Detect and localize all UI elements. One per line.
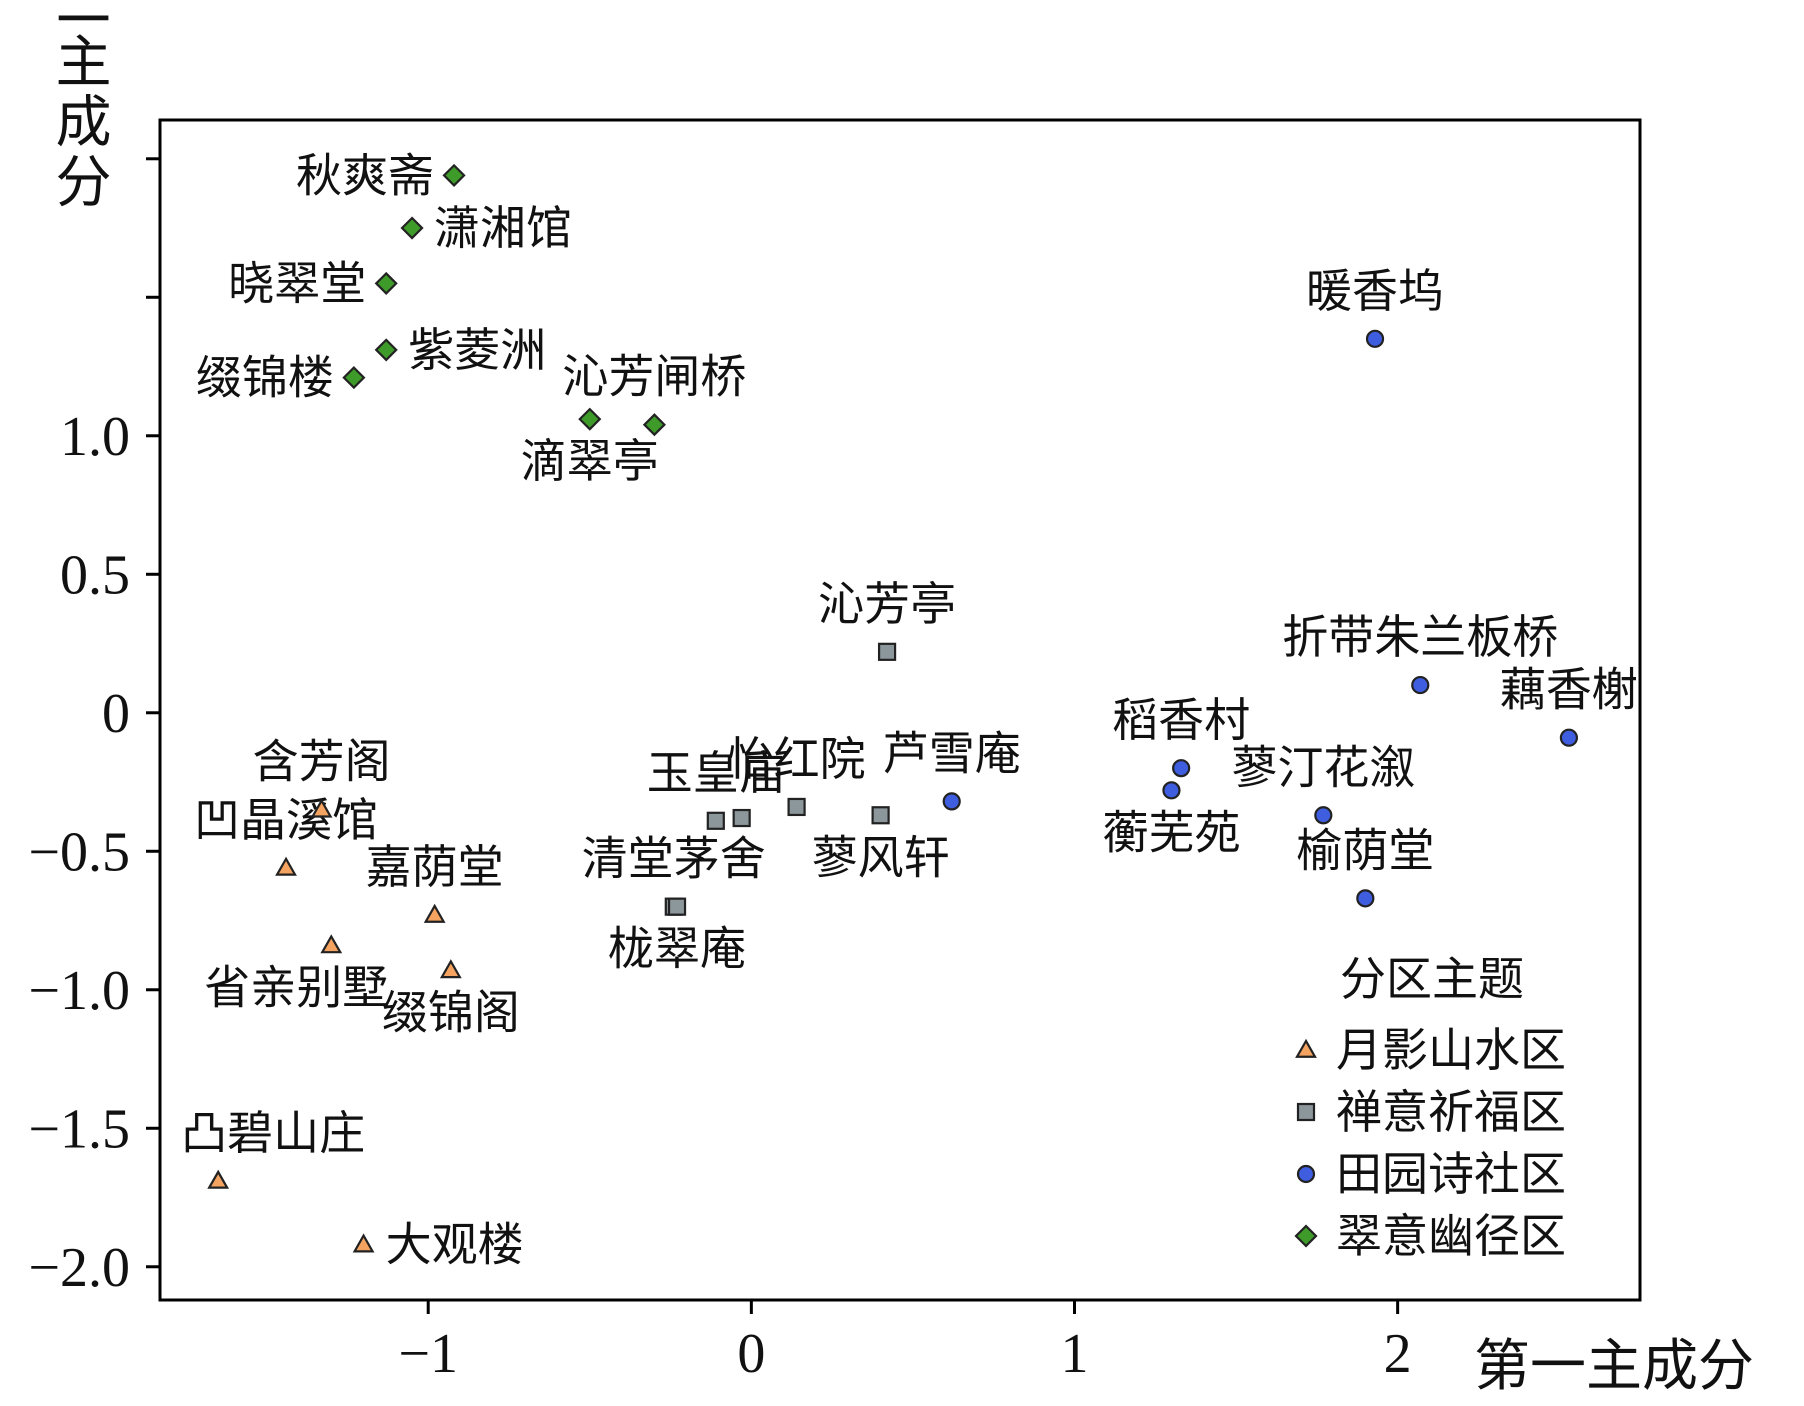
point-label: 潇湘馆 — [434, 203, 572, 254]
point-label: 芦雪庵 — [883, 728, 1021, 779]
point-label: 蘅芜苑 — [1102, 807, 1240, 858]
point-label: 沁芳闸桥 — [562, 352, 746, 403]
legend-marker-diamond — [1294, 1224, 1318, 1248]
point-label: 大观楼 — [386, 1220, 524, 1271]
data-point-diamond — [400, 216, 424, 240]
legend-item: 翠意幽径区 — [1294, 1211, 1566, 1262]
point-label: 稻香村 — [1112, 695, 1250, 746]
data-point-triangle — [352, 1233, 375, 1253]
point-label: 嘉荫堂 — [366, 842, 504, 893]
legend-label: 月影山水区 — [1336, 1025, 1566, 1076]
plot-frame — [158, 118, 1642, 1302]
point-label: 蓼风轩 — [812, 832, 950, 883]
y-tick-label: −1.0 — [28, 960, 130, 1022]
point-label: 折带朱兰板桥 — [1282, 612, 1558, 663]
legend-marker-square — [1296, 1102, 1316, 1122]
point-label: 怡红院 — [728, 734, 866, 785]
y-tick-label: 0 — [102, 683, 130, 745]
point-label: 玉皇庙 — [647, 748, 785, 799]
y-axis-label: 第二主成分 — [47, 0, 109, 212]
data-points — [207, 163, 1579, 1253]
x-tick-label: 2 — [1384, 1323, 1412, 1385]
data-point-triangle — [207, 1169, 230, 1189]
point-label: 暖香坞 — [1306, 266, 1444, 317]
x-axis-label: 第一主成分 — [1474, 1336, 1754, 1398]
point-label: 清堂茅舍 — [582, 834, 766, 885]
point-label: 沁芳亭 — [818, 579, 956, 630]
data-point-circle — [1172, 759, 1191, 778]
y-tick-label: 0.5 — [60, 544, 130, 606]
data-point-square — [667, 897, 687, 916]
data-point-circle — [1356, 889, 1375, 908]
x-tick-label: 0 — [737, 1323, 765, 1385]
data-point-diamond — [374, 271, 398, 295]
legend-item: 月影山水区 — [1295, 1025, 1566, 1076]
x-tick-label: 1 — [1060, 1323, 1088, 1385]
data-point-diamond — [578, 407, 602, 431]
point-label: 滴翠亭 — [521, 436, 659, 487]
data-point-triangle — [275, 856, 297, 876]
data-point-diamond — [374, 338, 398, 362]
data-point-triangle — [310, 798, 333, 818]
point-label: 含芳阁 — [253, 737, 391, 788]
data-point-triangle — [439, 959, 462, 979]
y-tick-label: −0.5 — [28, 821, 130, 883]
legend-label: 田园诗社区 — [1336, 1149, 1566, 1200]
legend-item: 禅意祈福区 — [1296, 1087, 1566, 1138]
point-label: 栊翠庵 — [608, 924, 746, 975]
y-tick-label: −2.0 — [28, 1237, 130, 1299]
data-point-square — [706, 811, 725, 830]
data-point-diamond — [442, 163, 466, 187]
point-label: 晓翠堂 — [228, 258, 366, 309]
legend-marker-circle — [1296, 1164, 1316, 1184]
point-label: 榆荫堂 — [1296, 825, 1434, 876]
point-label: 秋爽斋 — [296, 150, 434, 201]
data-point-circle — [1411, 675, 1430, 695]
point-label: 蓼汀花溆 — [1231, 742, 1415, 793]
data-point-circle — [1314, 806, 1333, 825]
data-point-square — [877, 642, 897, 661]
data-point-circle — [1162, 781, 1181, 800]
data-point-circle — [1559, 728, 1579, 747]
data-point-diamond — [342, 366, 366, 390]
data-point-diamond — [642, 413, 666, 437]
axes: −1 0 1 2 1.0 0.5 0 −0.5 −1.0 −1.5 −2.0 — [28, 157, 1412, 1385]
legend-label: 翠意幽径区 — [1336, 1211, 1566, 1262]
data-point-square — [787, 797, 806, 817]
legend-label: 禅意祈福区 — [1336, 1087, 1566, 1138]
point-label: 省亲别墅 — [204, 962, 388, 1013]
point-label: 缀锦阁 — [382, 987, 520, 1038]
data-point-circle — [942, 792, 961, 811]
data-point-square — [732, 808, 751, 828]
point-label: 藕香榭 — [1500, 665, 1638, 716]
point-label: 凹晶溪馆 — [194, 795, 378, 846]
point-label: 紫菱洲 — [408, 325, 546, 376]
y-tick-label: 1.0 — [60, 406, 130, 468]
data-point-circle — [1365, 329, 1385, 348]
y-tick-label: −1.5 — [28, 1098, 130, 1160]
legend-item: 田园诗社区 — [1296, 1149, 1566, 1200]
point-label: 凸碧山庄 — [181, 1108, 365, 1159]
data-point-triangle — [320, 934, 343, 954]
x-tick-label: −1 — [398, 1323, 458, 1385]
point-label: 缀锦楼 — [196, 353, 334, 404]
data-point-triangle — [423, 903, 446, 923]
data-point-square — [871, 806, 890, 825]
legend-title: 分区主题 — [1340, 954, 1524, 1005]
legend-marker-triangle — [1295, 1038, 1317, 1058]
